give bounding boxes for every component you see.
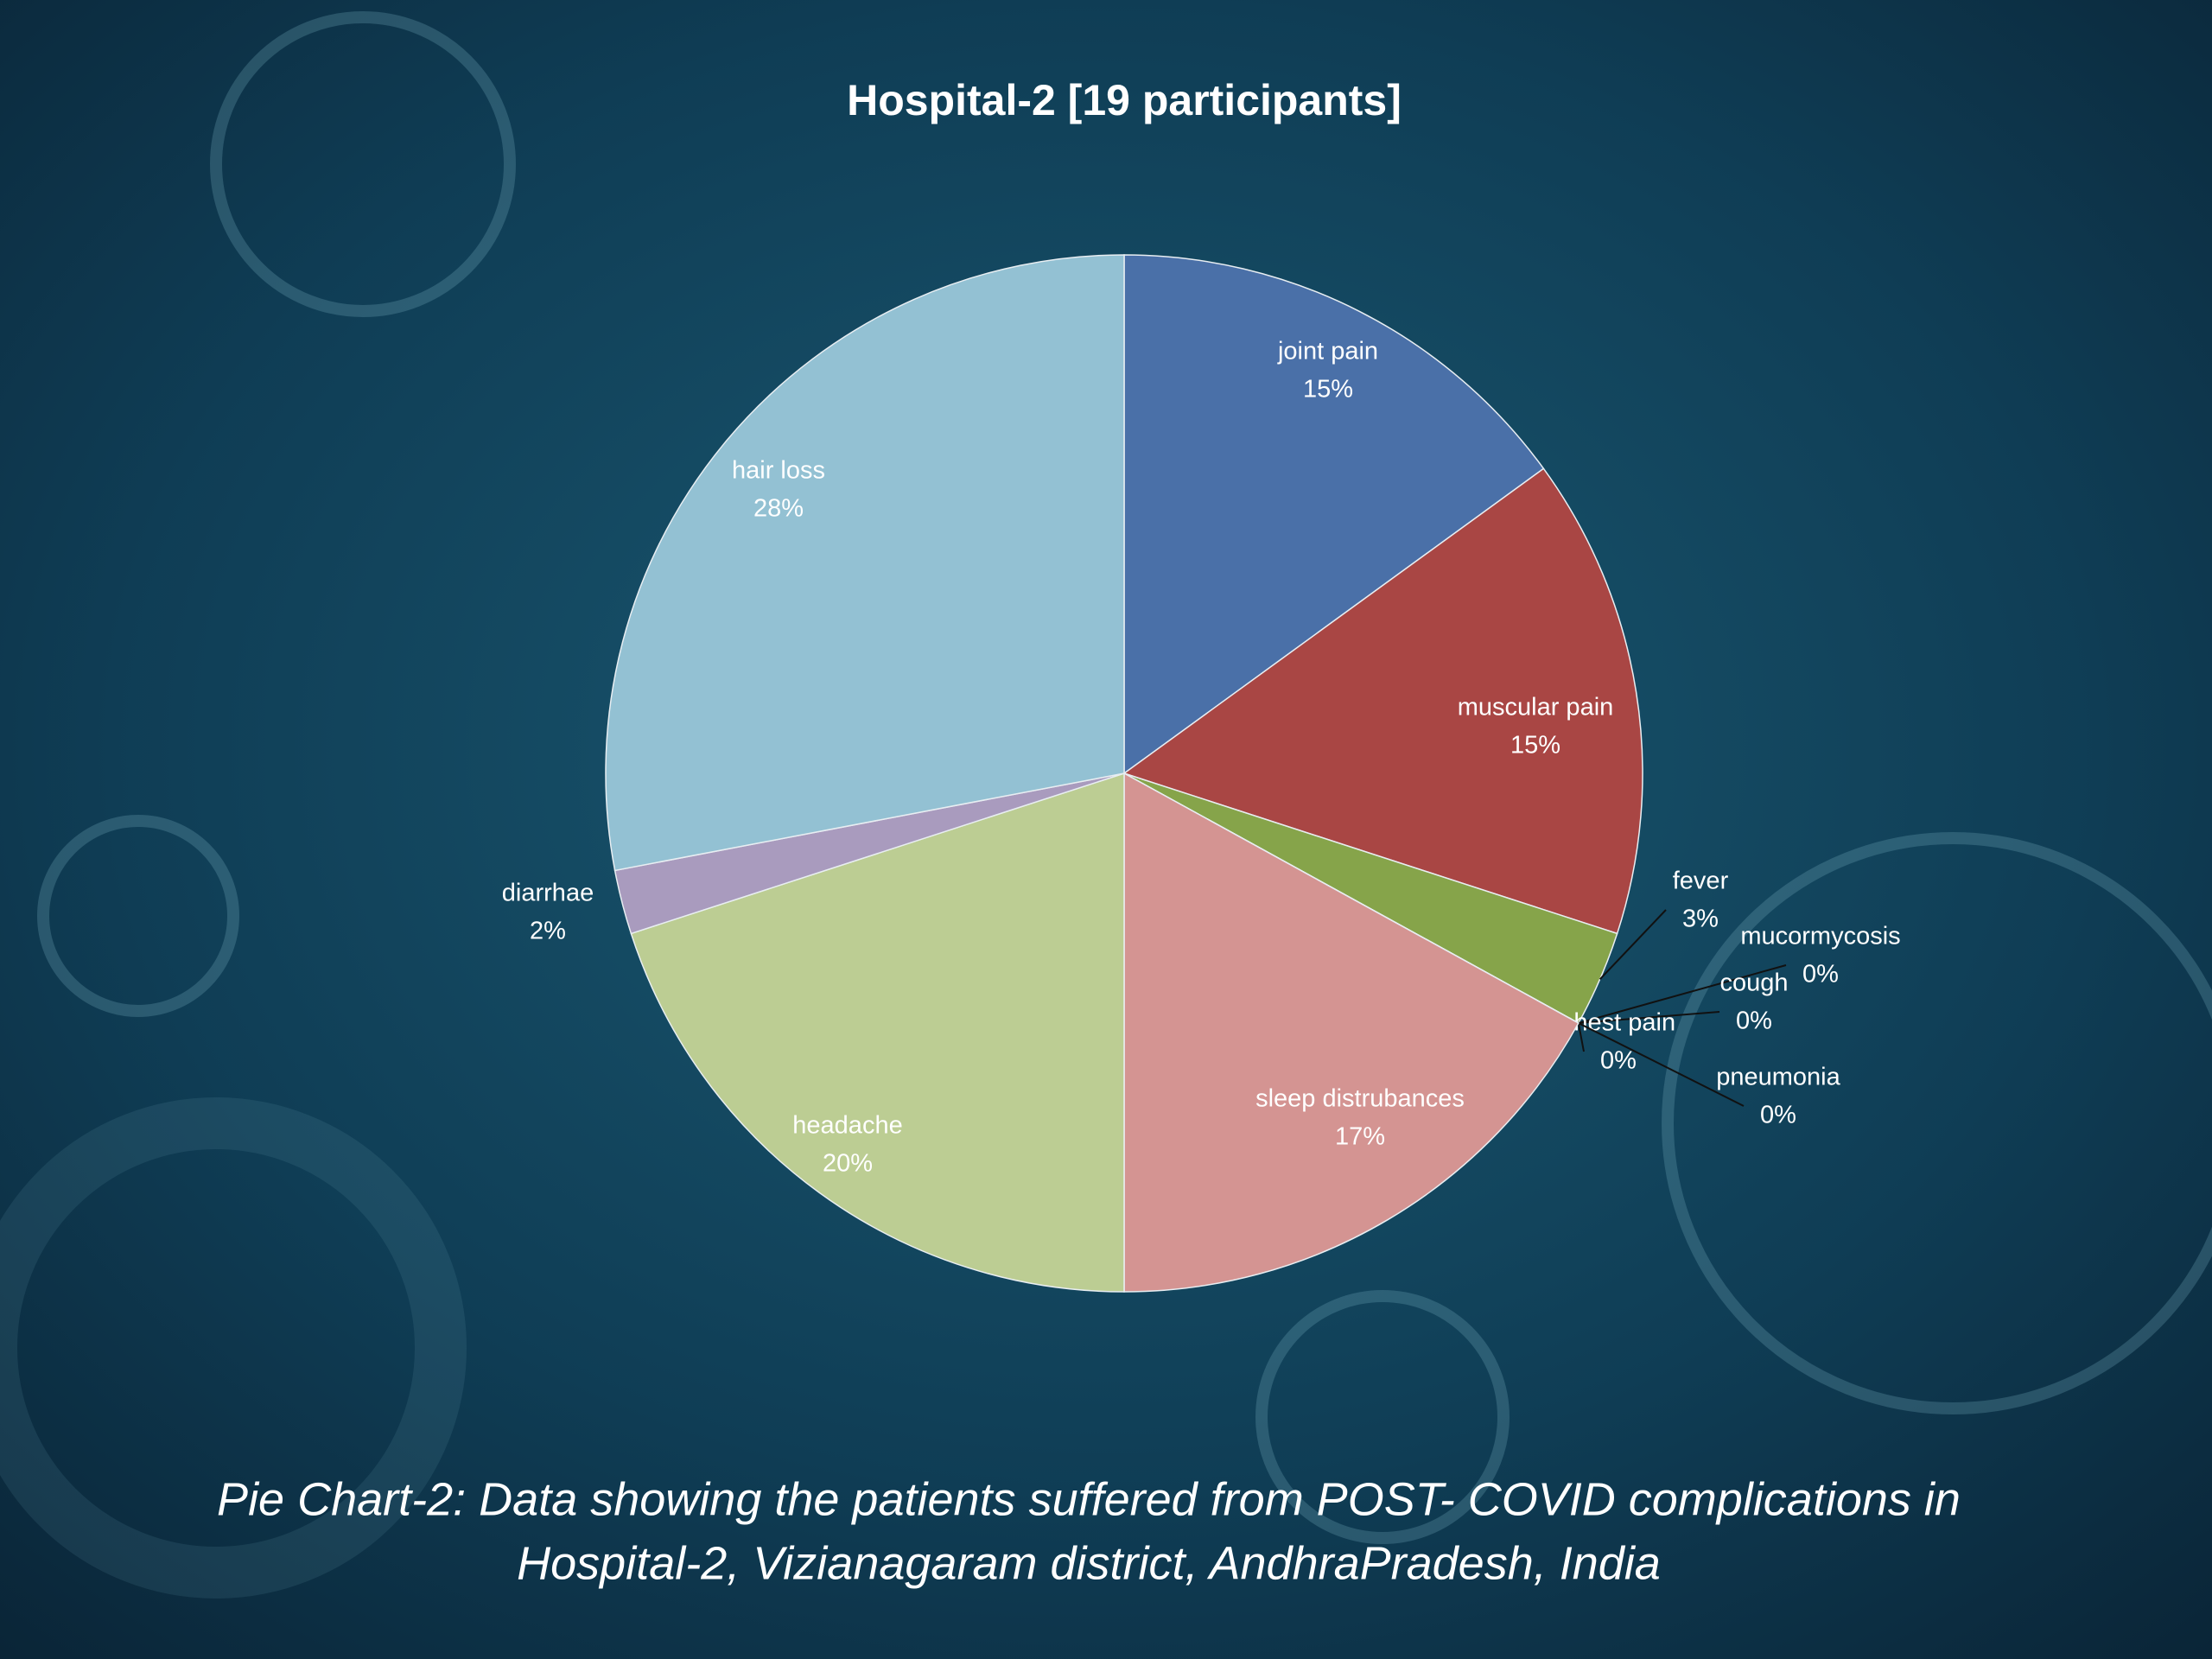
pie-slice xyxy=(630,772,1125,1293)
slice-label: sleep distrubances xyxy=(1255,1085,1465,1113)
slice-label: muscular pain xyxy=(1458,694,1614,721)
slice-value-label: 0% xyxy=(1600,1047,1637,1075)
slice-label: diarrhae xyxy=(502,880,594,907)
slice-label: fever xyxy=(1673,868,1729,895)
slice-label: mucormycosis xyxy=(1740,923,1900,950)
pie-slice xyxy=(1123,254,1545,775)
slice-label: joint pain xyxy=(1277,338,1378,365)
leader-line xyxy=(1577,1022,1585,1052)
leader-line xyxy=(1578,1011,1720,1025)
slice-value-label: 17% xyxy=(1335,1123,1385,1151)
slice-value-label: 2% xyxy=(530,918,566,945)
caption: Hospital-2, Vizianagaram district, Andhr… xyxy=(517,1537,1661,1589)
pie-slice xyxy=(605,254,1125,872)
slice-value-label: 20% xyxy=(823,1150,873,1178)
slice-value-label: 3% xyxy=(1682,906,1719,933)
slice-label: hair loss xyxy=(732,457,825,485)
caption: Pie Chart-2: Data showing the patients s… xyxy=(217,1473,1961,1525)
slice-label: chest pain xyxy=(1561,1009,1675,1037)
slice-value-label: 15% xyxy=(1510,732,1560,760)
slice-label: headache xyxy=(792,1112,902,1140)
slice-value-label: 0% xyxy=(1802,961,1839,988)
slice-label: pneumonia xyxy=(1716,1064,1840,1091)
leader-line xyxy=(1578,1022,1745,1107)
leader-line xyxy=(1599,909,1667,980)
virus-decoration xyxy=(0,11,2212,1599)
slice-value-label: 28% xyxy=(753,495,804,523)
chart-title: Hospital-2 [19 participants] xyxy=(847,76,1402,124)
slice-value-label: 0% xyxy=(1736,1007,1772,1035)
pie-slice xyxy=(1122,467,1643,935)
slice-value-label: 15% xyxy=(1303,376,1353,404)
pie-slice xyxy=(1123,772,1580,1293)
slice-label: cough xyxy=(1719,969,1788,997)
leader-line xyxy=(1578,964,1787,1025)
slice-value-label: 0% xyxy=(1760,1102,1796,1129)
